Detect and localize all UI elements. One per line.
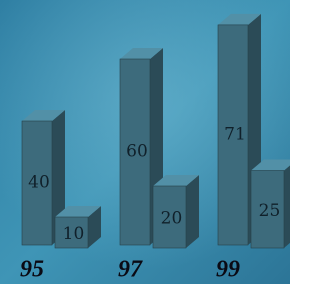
value-label: 20 [161,209,183,229]
value-label: 71 [224,124,246,144]
x-tick-label: 95 [20,257,44,283]
bar-side [284,160,290,249]
x-tick-label: 99 [216,257,240,283]
value-label: 60 [126,142,148,162]
bar-side [186,175,199,248]
value-label: 40 [28,173,50,193]
value-label: 10 [63,224,85,244]
value-label: 25 [259,201,281,221]
chart: 40 10 95 60 20 97 71 25 99 [0,0,290,284]
x-tick-label: 97 [118,257,143,283]
